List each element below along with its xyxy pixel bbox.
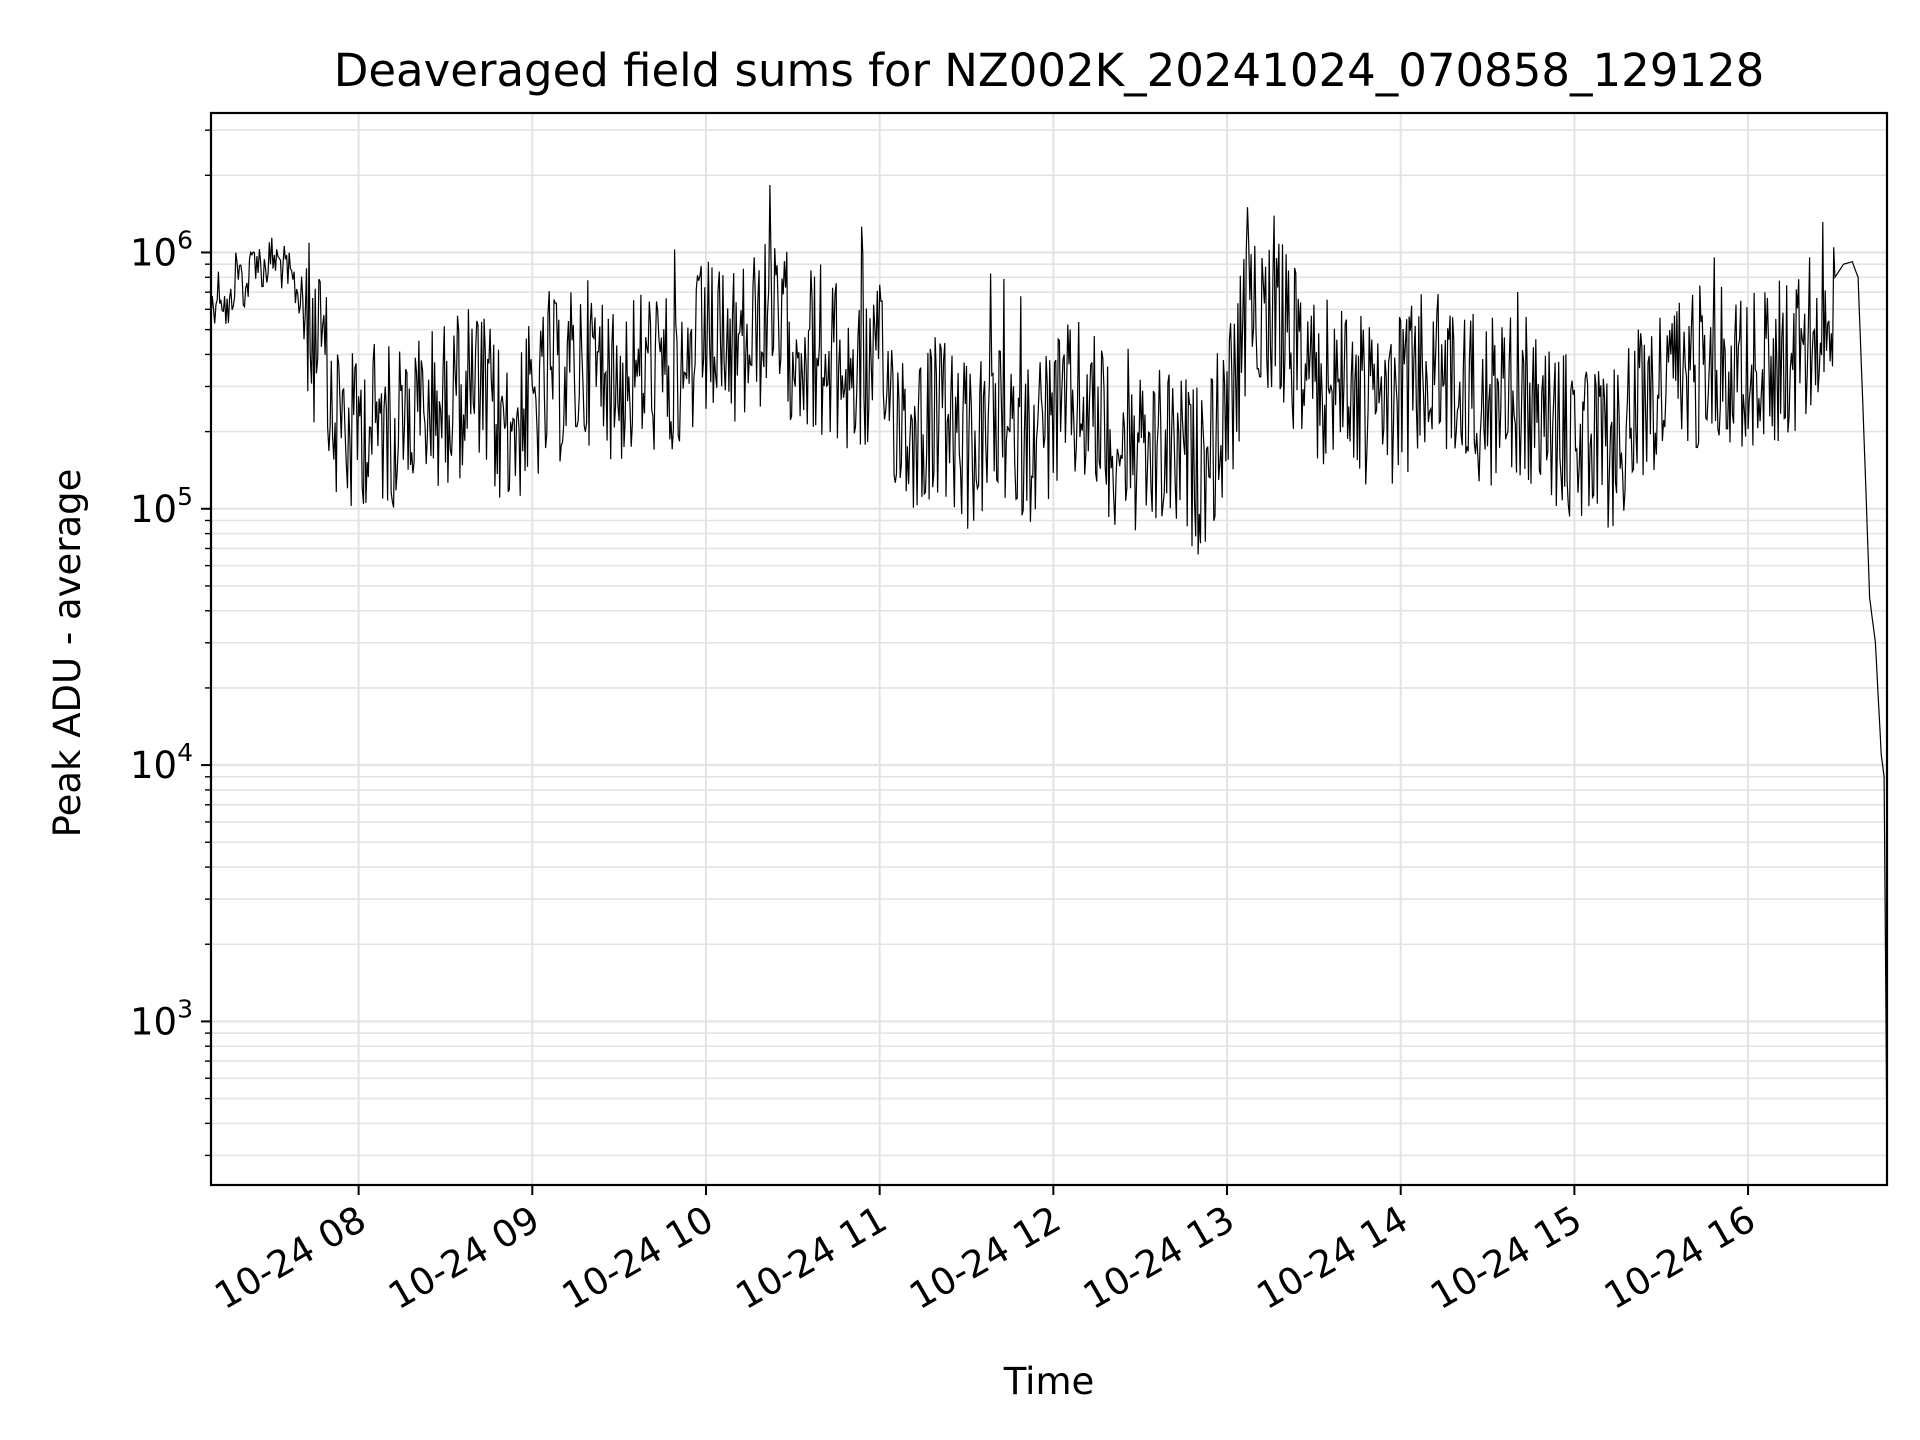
y-tick-base: 10 <box>130 1000 177 1043</box>
plot-frame <box>209 111 1889 1187</box>
grid-lines <box>211 113 1887 1185</box>
y-tick-base: 10 <box>130 231 177 274</box>
y-tick-label: 103 <box>130 994 193 1043</box>
y-tick-label: 105 <box>130 482 193 531</box>
x-axis-label: Time <box>1003 1360 1095 1403</box>
y-tick-base: 10 <box>130 744 177 787</box>
y-tick-label: 106 <box>130 225 193 274</box>
y-tick-base: 10 <box>130 488 177 531</box>
y-tick-exponent: 3 <box>177 994 193 1023</box>
y-tick-exponent: 4 <box>177 738 193 767</box>
y-axis-label: Peak ADU - average <box>46 469 89 838</box>
y-tick-exponent: 5 <box>177 482 193 511</box>
series-line <box>210 184 1888 1156</box>
y-tick-label: 104 <box>130 738 193 787</box>
chart-title: Deaveraged field sums for NZ002K_2024102… <box>334 44 1765 97</box>
series-layer <box>210 184 1888 1156</box>
y-tick-exponent: 6 <box>177 225 193 254</box>
